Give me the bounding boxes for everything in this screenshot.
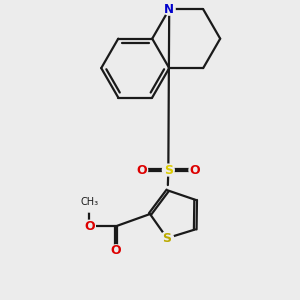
Text: O: O (111, 244, 121, 257)
Circle shape (136, 164, 148, 176)
Circle shape (110, 245, 122, 256)
Circle shape (160, 232, 173, 245)
Text: N: N (164, 3, 174, 16)
Text: CH₃: CH₃ (80, 197, 98, 207)
Text: S: S (163, 232, 172, 245)
Text: O: O (136, 164, 147, 177)
Circle shape (163, 3, 175, 15)
Circle shape (83, 220, 95, 232)
Text: O: O (190, 164, 200, 177)
Circle shape (79, 191, 100, 212)
Text: S: S (164, 164, 173, 177)
Circle shape (162, 164, 174, 176)
Circle shape (189, 164, 201, 176)
Text: O: O (84, 220, 95, 233)
